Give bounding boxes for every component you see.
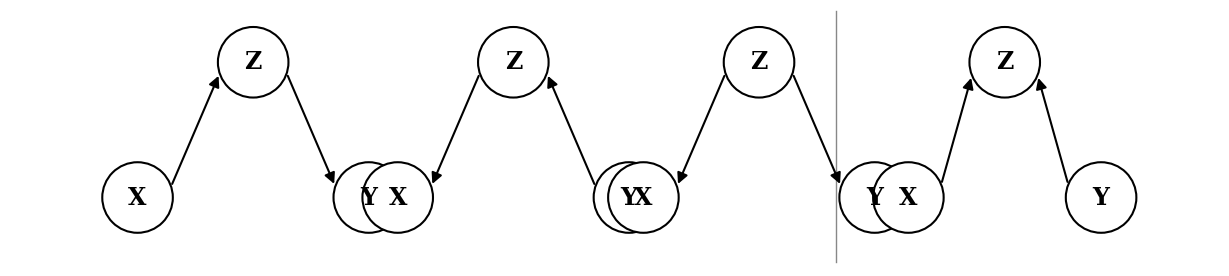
Ellipse shape	[724, 27, 794, 97]
Text: Z: Z	[995, 50, 1014, 74]
Text: Y: Y	[360, 185, 377, 209]
Text: Y: Y	[866, 185, 884, 209]
Text: Z: Z	[751, 50, 768, 74]
Text: X: X	[634, 185, 653, 209]
Ellipse shape	[363, 162, 433, 233]
Ellipse shape	[218, 27, 289, 97]
Ellipse shape	[1066, 162, 1137, 233]
Ellipse shape	[594, 162, 664, 233]
Ellipse shape	[608, 162, 678, 233]
Ellipse shape	[333, 162, 404, 233]
Ellipse shape	[478, 27, 548, 97]
Text: Z: Z	[505, 50, 522, 74]
Text: X: X	[388, 185, 407, 209]
Text: Y: Y	[621, 185, 638, 209]
Text: Y: Y	[1093, 185, 1110, 209]
Text: X: X	[128, 185, 146, 209]
Text: X: X	[900, 185, 918, 209]
Ellipse shape	[839, 162, 909, 233]
Ellipse shape	[102, 162, 173, 233]
Text: Z: Z	[245, 50, 262, 74]
Ellipse shape	[873, 162, 944, 233]
Ellipse shape	[970, 27, 1040, 97]
